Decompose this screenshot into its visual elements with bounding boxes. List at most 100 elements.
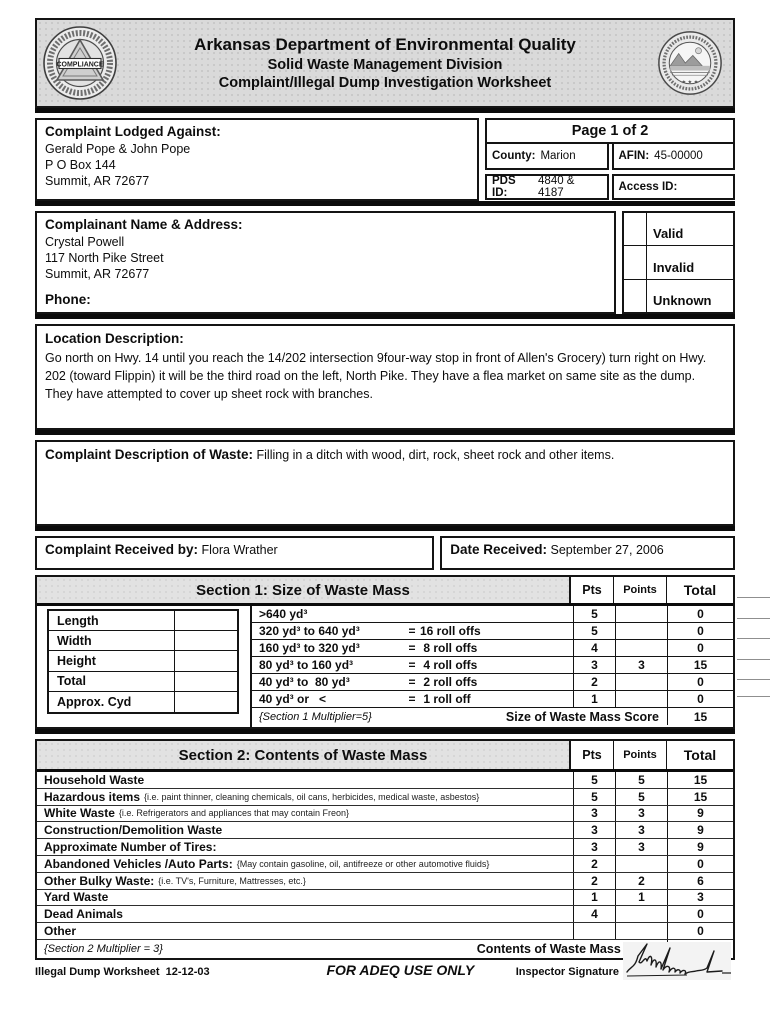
pts-cell: 2 xyxy=(573,674,615,690)
points-cell[interactable] xyxy=(615,623,667,639)
size-row: >640 yd³ 5 0 xyxy=(252,606,733,623)
agency-title: Arkansas Department of Environmental Qua… xyxy=(194,35,576,55)
dimensions-table: Length Width Height xyxy=(47,609,239,714)
pts-cell: 4 xyxy=(573,906,615,923)
points-cell[interactable] xyxy=(615,640,667,656)
points-cell[interactable]: 5 xyxy=(615,772,667,788)
points-cell[interactable] xyxy=(615,906,667,923)
section2-header: Section 2: Contents of Waste Mass Pts Po… xyxy=(37,741,733,772)
points-cell[interactable]: 3 xyxy=(615,822,667,839)
size-rows: >640 yd³ 5 0 320 y xyxy=(252,606,733,708)
signature-block: Inspector Signature xyxy=(516,942,735,984)
points-cell[interactable] xyxy=(615,606,667,622)
validity-checkbox[interactable] xyxy=(624,279,647,312)
pts-cell: 5 xyxy=(573,623,615,639)
county-label: County: xyxy=(492,150,536,162)
section2-col-pts: Pts xyxy=(571,741,614,769)
waste-type-label: Other Bulky Waste: xyxy=(44,873,155,888)
validity-label: Valid xyxy=(653,226,684,242)
dimension-value-cell[interactable] xyxy=(174,611,237,631)
pts-cell: 5 xyxy=(573,788,615,805)
points-cell[interactable]: 3 xyxy=(615,839,667,855)
adeq-use-only-text: FOR ADEQ USE ONLY xyxy=(326,962,475,978)
section2-multiplier-note: {Section 2 Multiplier = 3} xyxy=(44,942,163,955)
inspector-signature[interactable] xyxy=(623,942,735,984)
waste-type-label: Yard Waste xyxy=(44,890,109,905)
dimension-label: Approx. Cyd xyxy=(57,694,132,709)
points-cell[interactable]: 3 xyxy=(615,657,667,673)
inspector-signature-label: Inspector Signature xyxy=(515,966,619,978)
page-indicator: Page 1 of 2 xyxy=(485,118,735,144)
points-cell[interactable]: 1 xyxy=(615,889,667,906)
total-cell: 0 xyxy=(667,691,733,707)
dimension-value-cell[interactable] xyxy=(174,691,237,712)
complainant-label: Complainant Name & Address: xyxy=(45,217,243,232)
location-description-box: Location Description: Go north on Hwy. 1… xyxy=(35,324,735,430)
points-cell[interactable] xyxy=(615,855,667,872)
size-range: 320 yd³ to 640 yd³ xyxy=(259,624,360,638)
section1-col-total: Total xyxy=(667,577,733,603)
equals-sign: = xyxy=(408,641,416,655)
validity-checkbox[interactable] xyxy=(624,213,647,246)
points-cell[interactable] xyxy=(615,691,667,707)
total-cell: 15 xyxy=(667,788,733,805)
contents-row: Yard Waste 1 1 3 xyxy=(37,889,733,907)
total-cell: 0 xyxy=(667,923,733,939)
total-cell: 15 xyxy=(667,772,733,788)
received-section: Complaint Received by: Flora Wrather Dat… xyxy=(35,536,735,570)
points-cell[interactable]: 2 xyxy=(615,872,667,889)
phone-field[interactable]: Phone: xyxy=(45,292,91,308)
leader-line xyxy=(737,638,770,639)
divider-bar xyxy=(35,526,735,531)
svg-text:★ ★ ★: ★ ★ ★ xyxy=(682,80,699,86)
contents-row: Abandoned Vehicles /Auto Parts: {May con… xyxy=(37,855,733,873)
total-cell: 0 xyxy=(667,674,733,690)
complainant-section: Complainant Name & Address: Crystal Powe… xyxy=(35,211,735,314)
divider-bar xyxy=(35,314,735,319)
size-row: 40 yd³ or < = 1 roll off 1 0 xyxy=(252,691,733,708)
contents-row-label: Other xyxy=(37,923,573,939)
total-cell: 0 xyxy=(667,640,733,656)
waste-description-text: Filling in a ditch with wood, dirt, rock… xyxy=(256,448,615,462)
validity-label: Invalid xyxy=(653,259,695,275)
validity-panel: Valid Invalid Unknown xyxy=(622,211,735,314)
county-field[interactable]: County: Marion xyxy=(485,144,609,170)
section1-multiplier-note: {Section 1 Multiplier=5} xyxy=(259,710,372,723)
complaint-against-line: Gerald Pope & John Pope xyxy=(45,141,191,156)
dimension-value-cell[interactable] xyxy=(174,671,237,691)
dimension-value-cell[interactable] xyxy=(174,651,237,671)
pts-cell: 3 xyxy=(573,805,615,822)
points-cell[interactable]: 3 xyxy=(615,805,667,822)
pds-access-row: PDS ID: 4840 & 4187 Access ID: xyxy=(485,174,735,200)
dimension-value-cell[interactable] xyxy=(174,631,237,651)
received-by-box: Complaint Received by: Flora Wrather xyxy=(35,536,435,570)
pds-id-field[interactable]: PDS ID: 4840 & 4187 xyxy=(485,174,609,200)
size-range: 40 yd³ or < xyxy=(259,692,327,706)
validity-checkbox[interactable] xyxy=(624,246,647,279)
section2-score-label: Contents of Waste Mass Score xyxy=(476,941,659,956)
svg-text:COMPLIANCE: COMPLIANCE xyxy=(56,61,103,68)
afin-field[interactable]: AFIN: 45-00000 xyxy=(611,144,735,170)
equals-sign: = xyxy=(408,675,416,689)
divider-bar xyxy=(35,729,735,734)
complainant-line: Summit, AR 72677 xyxy=(45,267,150,282)
points-cell[interactable] xyxy=(615,923,667,939)
points-cell[interactable]: 5 xyxy=(615,788,667,805)
county-value: Marion xyxy=(540,150,576,162)
contents-row: Other Bulky Waste: {i.e. TV's, Furniture… xyxy=(37,872,733,890)
county-afin-row: County: Marion AFIN: 45-00000 xyxy=(485,144,735,170)
size-range: >640 yd³ xyxy=(259,607,308,621)
pts-cell: 1 xyxy=(573,691,615,707)
access-id-field[interactable]: Access ID: xyxy=(611,174,735,200)
waste-type-label: Household Waste xyxy=(44,772,145,787)
dimension-label: Width xyxy=(57,633,92,648)
waste-description-label: Complaint Description of Waste: xyxy=(45,447,254,462)
section1-body: Length Width Height xyxy=(37,606,733,727)
complaint-against-line: Summit, AR 72677 xyxy=(45,174,150,189)
complainant-line: 117 North Pike Street xyxy=(45,250,164,265)
equals-sign: = xyxy=(408,692,416,706)
points-cell[interactable] xyxy=(615,674,667,690)
waste-type-note: {i.e. paint thinner, cleaning chemicals,… xyxy=(144,791,480,802)
pds-id-label: PDS ID: xyxy=(492,175,516,199)
